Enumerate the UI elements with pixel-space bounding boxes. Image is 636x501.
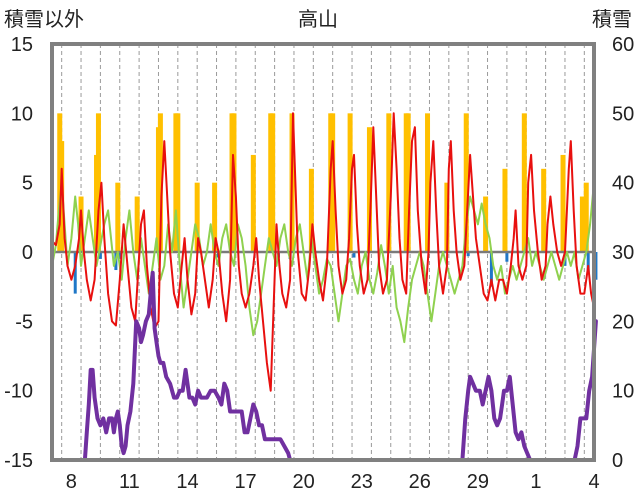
y-right-tick-label: 40 (612, 173, 634, 195)
precip-bar (73, 252, 77, 294)
sunshine-bar (463, 113, 469, 252)
y-left-tick-label: 5 (22, 173, 33, 195)
temperature-line (51, 112, 595, 392)
x-tick-label: 20 (293, 471, 315, 493)
sunshine-bar (175, 113, 181, 252)
x-tick-label: 29 (467, 471, 489, 493)
y-right-tick-label: 30 (612, 242, 634, 264)
x-tick-label: 4 (588, 471, 599, 493)
precip-bar (489, 252, 493, 287)
y-right-tick-label: 10 (612, 381, 634, 403)
sunshine-bar (134, 196, 140, 252)
sunshine-bar (405, 113, 411, 252)
x-tick-label: 14 (176, 471, 198, 493)
x-tick-label: 1 (530, 471, 541, 493)
sunshine-bar (95, 113, 101, 252)
sunshine-bar (579, 196, 585, 252)
sunshine-bar (366, 127, 372, 252)
sunshine-bar (194, 182, 200, 252)
sunshine-bar (521, 113, 527, 252)
sunshine-bar (386, 113, 392, 252)
x-tick-label: 23 (351, 471, 373, 493)
precip-bar (352, 252, 356, 258)
y-left-tick-label: 0 (22, 242, 33, 264)
sunshine-bar (425, 113, 431, 252)
y-right-tick-label: 0 (612, 450, 623, 472)
sunshine-bar (502, 168, 508, 252)
plot-frame (50, 42, 596, 462)
sunshine-bar (157, 113, 163, 252)
right-axis-label: 積雪 (592, 8, 632, 31)
sunshine-bar (270, 113, 276, 252)
snow-depth-line (50, 270, 598, 462)
x-tick-label: 8 (66, 471, 77, 493)
sunshine-bar (583, 182, 589, 252)
y-right-tick-label: 60 (612, 34, 634, 56)
x-tick-label: 17 (234, 471, 256, 493)
precip-bar (505, 252, 509, 262)
line-series (50, 112, 598, 462)
sunshine-bar (115, 182, 121, 252)
precip-bar (586, 252, 590, 273)
y-right-tick-label: 50 (612, 103, 634, 125)
y-left-tick-label: -15 (4, 450, 33, 472)
sunshine-bar (250, 154, 256, 252)
sunshine-bar (308, 168, 314, 252)
sunshine-series (57, 113, 589, 252)
left-axis-label: 積雪以外 (4, 8, 84, 31)
sunshine-bar (347, 113, 353, 252)
sunshine-bar (541, 168, 547, 252)
wind-line (51, 181, 595, 344)
precip-bar (98, 252, 102, 259)
chart-title: 高山 (298, 8, 338, 31)
x-tick-label: 26 (409, 471, 431, 493)
y-left-tick-label: -5 (15, 311, 33, 333)
sunshine-bar (330, 113, 336, 252)
x-tick-label: 11 (119, 471, 140, 493)
y-left-tick-label: -10 (4, 381, 33, 403)
precip-bar (466, 252, 470, 257)
y-left-tick-label: 10 (11, 103, 33, 125)
sunshine-bar (560, 154, 566, 252)
y-right-tick-label: 20 (612, 311, 634, 333)
precip-bar (118, 252, 122, 259)
sunshine-bar (212, 182, 218, 252)
y-left-tick-label: 15 (11, 34, 33, 56)
